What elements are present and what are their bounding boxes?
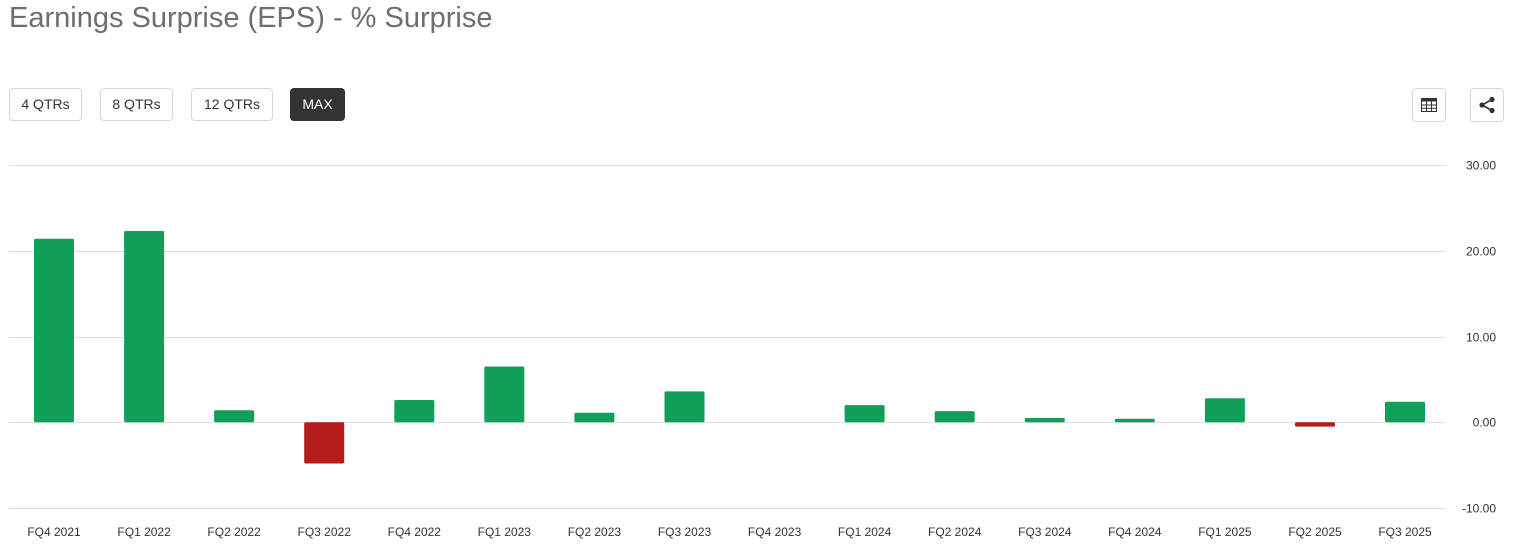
y-tick-label: -10.00 [1462,502,1496,516]
bar-fq4-2024[interactable] [1114,418,1155,423]
x-category-label: FQ3 2023 [658,525,712,539]
table-icon [1421,98,1437,112]
bar-fq4-2021[interactable] [34,238,74,423]
grid-layer [9,165,1446,509]
x-category-label: FQ1 2023 [478,525,532,539]
bar-fq1-2023[interactable] [484,366,525,423]
range-max-button[interactable]: MAX [290,88,345,121]
bar-fq1-2024[interactable] [844,405,885,423]
x-category-label: FQ1 2022 [117,525,171,539]
bar-fq4-2022[interactable] [394,400,435,423]
bar-fq3-2024[interactable] [1024,418,1065,423]
share-button[interactable] [1470,88,1504,122]
x-category-label: FQ2 2024 [928,525,982,539]
x-category-label: FQ4 2022 [388,525,442,539]
x-category-label: FQ1 2025 [1198,525,1252,539]
y-axis-ticks: 30.00 20.00 10.00 0.00 -10.00 [1462,159,1496,516]
x-category-label: FQ3 2024 [1018,525,1072,539]
bar-fq2-2025[interactable] [1295,422,1335,427]
y-tick-label: 30.00 [1466,159,1496,173]
share-icon [1479,96,1495,114]
eps-surprise-bar-chart: 30.00 20.00 10.00 0.00 -10.00 FQ4 2021 FQ1 20… [9,159,1496,539]
y-tick-label: 0.00 [1473,416,1497,430]
bar-fq3-2023[interactable] [664,391,705,423]
x-category-label: FQ2 2023 [568,525,622,539]
bar-fq1-2022[interactable] [124,231,165,423]
x-category-label: FQ3 2025 [1378,525,1432,539]
table-view-button[interactable] [1412,88,1446,122]
bar-fq3-2025[interactable] [1385,401,1425,423]
x-category-label: FQ3 2022 [298,525,352,539]
y-tick-label: 20.00 [1466,245,1496,259]
bar-fq3-2022[interactable] [304,422,345,464]
chart-title: Earnings Surprise (EPS) - % Surprise [9,2,493,34]
bar-fq1-2025[interactable] [1204,398,1245,423]
bar-fq2-2023[interactable] [574,412,615,423]
range-8-qtrs-button[interactable]: 8 QTRs [100,88,173,121]
x-axis-categories: FQ4 2021 FQ1 2022 FQ2 2022 FQ3 2022 FQ4 2022… [27,525,1432,539]
y-tick-label: 10.00 [1466,331,1496,345]
bar-fq2-2022[interactable] [214,410,255,423]
x-category-label: FQ2 2022 [207,525,261,539]
bar-fq2-2024[interactable] [934,411,975,423]
range-4-qtrs-button[interactable]: 4 QTRs [9,88,82,121]
x-category-label: FQ4 2021 [27,525,81,539]
x-category-label: FQ2 2025 [1288,525,1342,539]
bars-layer [34,231,1425,464]
x-category-label: FQ1 2024 [838,525,892,539]
x-category-label: FQ4 2023 [748,525,802,539]
x-category-label: FQ4 2024 [1108,525,1162,539]
range-12-qtrs-button[interactable]: 12 QTRs [191,88,273,121]
